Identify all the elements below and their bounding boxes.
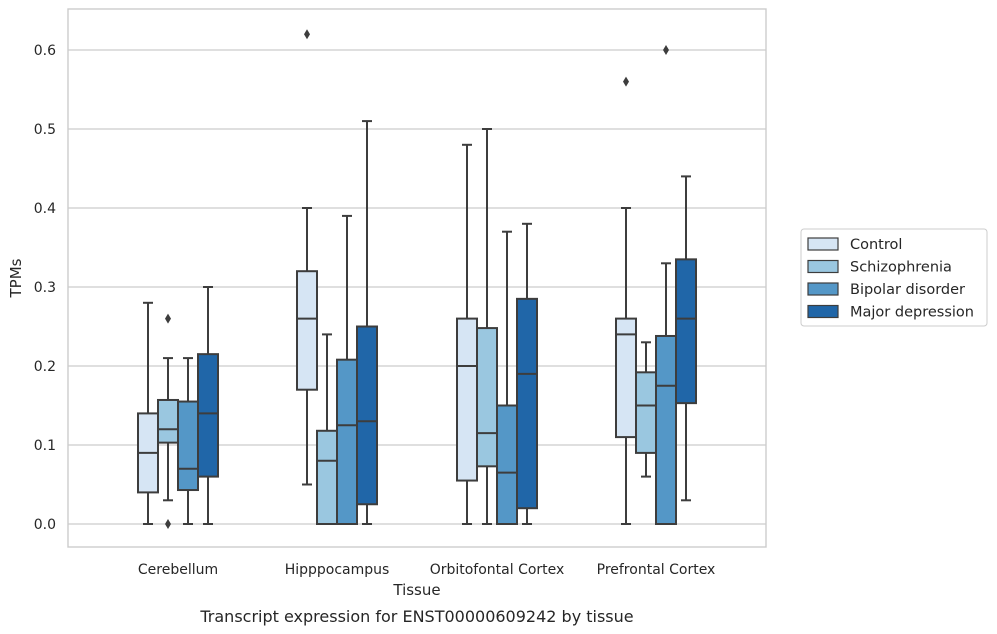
x-tick-label: Orbitofontal Cortex [430, 562, 565, 578]
y-tick-label: 0.5 [34, 122, 56, 138]
box-group [496, 230, 518, 525]
outlier-marker [165, 313, 171, 324]
y-tick-label: 0.3 [34, 280, 56, 296]
chart-caption: Transcript expression for ENST0000060924… [199, 607, 633, 626]
outlier-marker [165, 519, 171, 529]
legend-label: Schizophrenia [850, 260, 952, 276]
box [177, 400, 199, 492]
box [296, 270, 318, 391]
legend-label: Major depression [850, 305, 974, 321]
box [316, 429, 338, 525]
y-tick-label: 0.4 [34, 201, 56, 217]
x-tick-label: Prefrontal Cortex [597, 562, 716, 578]
box [496, 404, 518, 525]
box-group [137, 301, 159, 525]
legend-label: Control [850, 237, 902, 253]
box-group [296, 29, 318, 486]
box [516, 297, 538, 510]
box [456, 317, 478, 482]
box-group [655, 45, 677, 526]
outlier-marker [663, 45, 669, 55]
box-group [157, 313, 179, 529]
legend-swatch [807, 237, 839, 251]
y-tick-label: 0.6 [34, 43, 56, 59]
legend: Control Schizophrenia Bipolar disorder Majo… [800, 228, 988, 327]
box [356, 325, 378, 506]
box-group [476, 128, 498, 525]
x-tick-label: Cerebellum [138, 562, 218, 578]
x-axis-label: Tissue [392, 581, 440, 599]
legend-swatch [807, 282, 839, 296]
legend-swatch [807, 304, 839, 319]
outlier-marker [623, 76, 629, 87]
box-group [356, 120, 378, 525]
y-tick-label: 0.0 [34, 517, 56, 533]
box-group [516, 222, 538, 525]
box [197, 353, 219, 478]
legend-swatch [807, 259, 839, 274]
legend-frame [800, 228, 988, 327]
y-tick-label: 0.2 [34, 359, 56, 375]
outlier-marker [304, 29, 310, 40]
y-axis-ticks: 0.0 0.1 0.2 0.3 0.4 0.5 0.6 [34, 43, 56, 533]
box [157, 398, 179, 444]
box-group [615, 76, 637, 525]
box [655, 334, 677, 526]
box [675, 258, 697, 405]
box [476, 327, 498, 468]
box-group [675, 175, 697, 502]
boxes [137, 29, 697, 529]
y-axis-label: TPMs [7, 258, 25, 298]
box [635, 371, 657, 454]
legend-label: Bipolar disorder [850, 282, 965, 298]
plot-frame [67, 8, 767, 548]
x-axis-ticks: Cerebellum Hipppocampus Orbitofontal Corte… [138, 562, 715, 578]
box [615, 317, 637, 439]
x-tick-label: Hipppocampus [285, 562, 390, 578]
box [336, 358, 358, 525]
y-tick-label: 0.1 [34, 438, 56, 454]
box-group [456, 143, 478, 525]
box-group [197, 286, 219, 525]
